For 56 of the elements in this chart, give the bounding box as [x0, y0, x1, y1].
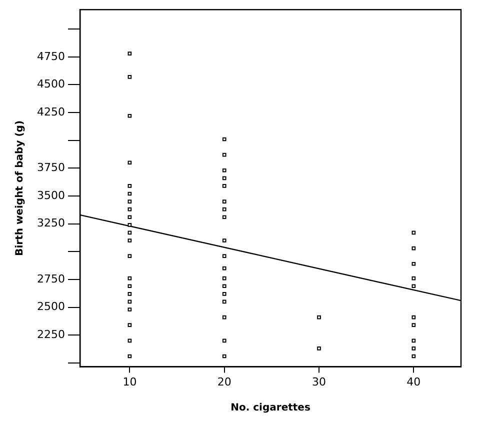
y-tick-label: 2750 [36, 272, 65, 286]
point [222, 315, 226, 320]
point [128, 292, 132, 296]
point [128, 238, 132, 242]
point [128, 338, 132, 343]
point [222, 338, 226, 343]
x-tick-label: 30 [312, 375, 326, 388]
point [128, 254, 132, 258]
point [222, 300, 226, 304]
point [222, 215, 226, 220]
y-tick-label: 3250 [36, 216, 65, 230]
point [128, 284, 132, 288]
point [222, 276, 226, 280]
y-axis-title: Birth weight of baby (g) [14, 120, 26, 256]
y-tick-label: 2500 [36, 300, 65, 314]
x-axis-title: No. cigarettes [230, 402, 310, 414]
point [128, 75, 132, 79]
y-tick-label: 3500 [36, 188, 65, 202]
point [222, 292, 226, 296]
point [128, 160, 132, 165]
point [128, 223, 132, 227]
point [412, 346, 416, 350]
x-tick-label: 20 [217, 375, 232, 388]
x-tick-label: 10 [122, 375, 137, 388]
point [222, 184, 226, 188]
point [128, 114, 132, 118]
point [222, 207, 226, 212]
point [222, 200, 226, 204]
y-tick-label: 2250 [36, 328, 65, 341]
y-tick-label: 4500 [36, 78, 65, 91]
point [128, 207, 132, 212]
point [222, 238, 226, 242]
y-tick-label: 4250 [36, 105, 65, 118]
point [128, 52, 132, 56]
point [222, 354, 226, 358]
point [128, 215, 132, 220]
point [222, 266, 226, 270]
point [222, 152, 226, 157]
point [412, 338, 416, 343]
y-tick-label: 4750 [36, 50, 65, 63]
point [222, 254, 226, 258]
point [128, 200, 132, 204]
point [222, 284, 226, 288]
point [128, 323, 132, 327]
point [412, 323, 416, 327]
point [128, 184, 132, 188]
point [317, 315, 321, 320]
point [317, 346, 321, 350]
x-tick-label: 40 [406, 375, 421, 388]
point [222, 168, 226, 172]
point [412, 284, 416, 288]
point [222, 176, 226, 180]
point [222, 137, 226, 142]
y-tick-label: 3750 [36, 161, 65, 174]
point [128, 308, 132, 312]
point [412, 262, 416, 266]
